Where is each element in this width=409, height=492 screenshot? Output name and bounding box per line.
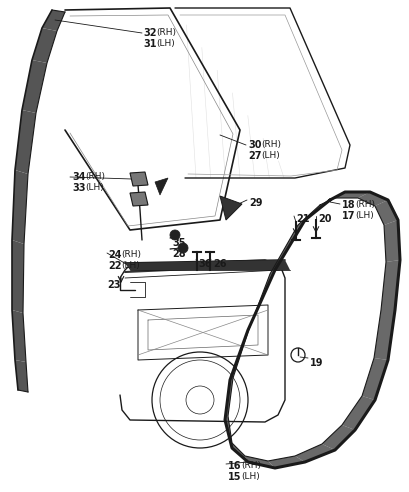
Polygon shape [321,425,354,450]
Polygon shape [32,28,57,63]
Polygon shape [225,416,231,448]
Text: 19: 19 [309,358,323,368]
Polygon shape [12,310,26,362]
Polygon shape [383,220,399,262]
Text: (RH): (RH) [121,250,141,259]
Polygon shape [374,200,397,225]
Text: (LH): (LH) [261,151,279,160]
Text: 17: 17 [341,211,355,221]
Text: 21: 21 [295,214,309,224]
Polygon shape [15,360,28,392]
Circle shape [178,243,188,253]
Text: 30: 30 [247,140,261,150]
Text: (RH): (RH) [261,140,280,149]
Text: 16: 16 [227,461,241,471]
Text: (LH): (LH) [155,39,174,48]
Text: 35: 35 [172,238,185,248]
Polygon shape [247,270,274,332]
Text: (RH): (RH) [240,461,261,470]
Text: 32: 32 [143,28,156,38]
Text: (RH): (RH) [85,172,105,181]
Polygon shape [294,444,334,462]
Polygon shape [12,240,24,313]
Polygon shape [42,10,65,31]
Text: 31: 31 [143,39,156,49]
Text: 23: 23 [107,280,120,290]
Text: 26: 26 [213,259,226,269]
Text: (LH): (LH) [85,183,103,192]
Text: 29: 29 [248,198,262,208]
Polygon shape [245,456,274,468]
Polygon shape [361,358,387,400]
Polygon shape [22,60,47,113]
Text: 27: 27 [247,151,261,161]
Text: (RH): (RH) [155,28,175,37]
Polygon shape [231,443,247,462]
Polygon shape [267,456,304,468]
Polygon shape [12,170,28,244]
Text: (LH): (LH) [121,261,139,270]
Polygon shape [333,192,369,198]
Text: 15: 15 [227,472,241,482]
Polygon shape [15,110,36,174]
Polygon shape [220,196,241,220]
Polygon shape [297,200,329,225]
Text: 36: 36 [198,259,211,269]
Polygon shape [130,192,148,206]
Polygon shape [270,220,304,274]
Text: 28: 28 [172,249,185,259]
Text: (RH): (RH) [354,200,374,209]
Text: 18: 18 [341,200,355,210]
Polygon shape [130,172,148,186]
Text: (LH): (LH) [354,211,373,220]
Polygon shape [125,260,289,270]
Polygon shape [229,330,247,380]
Polygon shape [155,178,168,195]
Text: 22: 22 [108,261,121,271]
Text: 33: 33 [72,183,85,193]
Polygon shape [357,192,387,206]
Text: (LH): (LH) [240,472,259,481]
Circle shape [170,230,180,240]
Text: 34: 34 [72,172,85,182]
Text: 24: 24 [108,250,121,260]
Polygon shape [380,260,399,310]
Polygon shape [341,396,374,430]
Text: 20: 20 [317,214,331,224]
Polygon shape [319,192,344,205]
Polygon shape [225,378,232,420]
Polygon shape [373,310,394,360]
